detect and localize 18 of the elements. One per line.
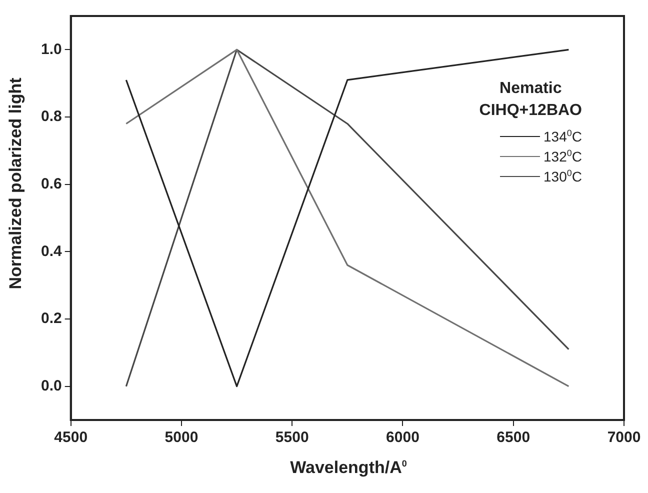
legend-title: Nematic CIHQ+12BAO bbox=[479, 79, 582, 121]
x-tick-label: 4500 bbox=[54, 429, 88, 446]
legend-label: 132$^{0}$C bbox=[544, 148, 582, 164]
x-tick-label: 6000 bbox=[386, 429, 420, 446]
y-tick-label: 0.6 bbox=[40, 175, 62, 192]
y-tick-label: 1.0 bbox=[40, 40, 62, 58]
x-tick-label: 7000 bbox=[607, 429, 641, 446]
y-tick-label: 0.4 bbox=[40, 242, 62, 260]
y-tick-label: 0.8 bbox=[40, 108, 62, 126]
y-axis-title: Normalized polarized light bbox=[6, 76, 26, 292]
legend-label: 130$^{0}$C bbox=[544, 168, 582, 184]
x-tick-label: 5000 bbox=[164, 429, 198, 446]
legend-label: 134$^{0}$C bbox=[544, 128, 582, 144]
x-axis-title: Wavelength/A$^{0}$ bbox=[289, 458, 408, 478]
x-tick-label: 6500 bbox=[496, 429, 530, 446]
x-tick-label: 5500 bbox=[275, 429, 309, 446]
y-tick-label: 0.0 bbox=[40, 377, 62, 394]
y-tick-label: 0.2 bbox=[40, 310, 62, 328]
